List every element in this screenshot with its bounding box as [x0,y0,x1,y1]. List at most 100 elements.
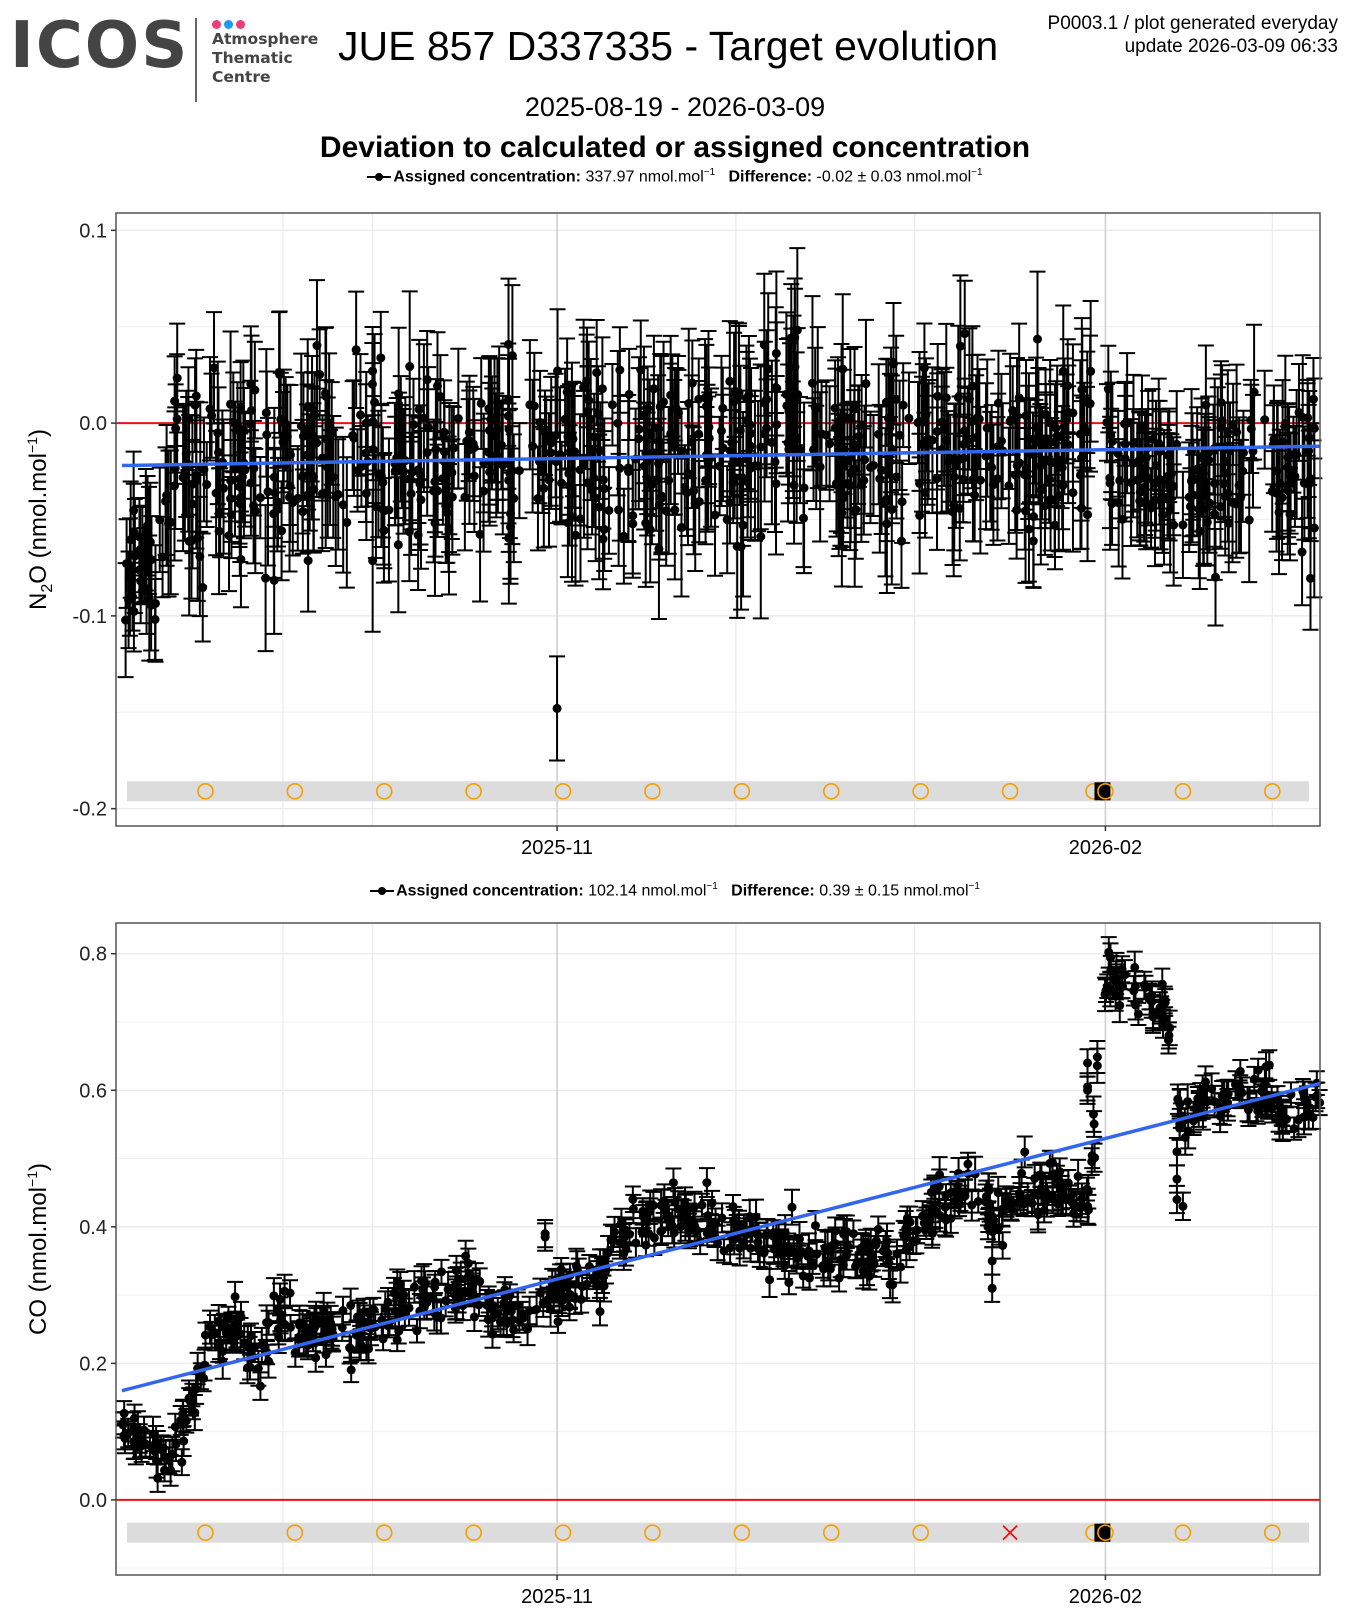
data-point [964,354,981,490]
point-marker [981,451,991,461]
data-point [983,404,1000,531]
data-point [272,371,289,468]
point-marker [891,472,901,482]
data-point [586,392,603,481]
point-marker [970,490,980,500]
point-marker [533,493,543,503]
point-marker [485,467,495,477]
point-marker [1238,466,1248,476]
legend-difference-label: Difference: [731,882,815,900]
point-marker [1012,411,1022,421]
point-marker [1267,486,1277,496]
data-point [644,388,661,518]
point-marker [430,518,440,528]
data-point [756,365,773,503]
point-marker [177,1457,187,1467]
point-marker [917,439,927,449]
point-marker [1168,481,1178,491]
point-marker [1148,434,1158,444]
point-marker [285,1288,295,1298]
data-point [364,325,381,417]
event-marker-circle [1174,783,1192,800]
trend-line [121,444,1321,468]
data-point [178,389,195,519]
point-marker [503,411,513,421]
point-marker [793,390,803,400]
point-marker [1114,498,1124,508]
data-point [1078,385,1095,478]
data-point [831,419,848,550]
point-marker [1172,439,1182,449]
data-point [666,439,683,581]
data-point [232,1300,249,1333]
point-marker [293,493,303,503]
point-marker [230,1292,240,1302]
data-point [1301,390,1318,486]
point-marker [413,530,423,540]
point-marker [734,388,744,398]
data-point [258,348,275,478]
point-marker [405,474,415,484]
point-marker [623,467,633,477]
point-marker [1115,475,1125,485]
point-marker [552,703,562,713]
point-marker [1217,416,1227,426]
point-marker [741,393,751,403]
point-marker [236,1312,246,1322]
point-marker [896,536,906,546]
data-point [1011,322,1028,474]
data-point [222,454,239,543]
point-marker [498,460,508,470]
legend-assigned-value: 102.14 nmol.mol [588,882,707,900]
point-marker [1063,381,1073,391]
point-errorbar-legend-icon [367,172,392,182]
data-point [1165,436,1182,537]
point-marker [1305,573,1315,583]
data-point [549,308,566,434]
data-point [173,1448,190,1477]
co-legend: Assigned concentration: 102.14 nmol.mol−… [0,881,1350,900]
point-marker [129,527,139,537]
point-marker [190,1408,200,1418]
data-point [818,379,835,491]
event-marker-circle [733,783,751,800]
point-marker [937,417,947,427]
point-marker [166,1465,176,1475]
data-point [403,431,420,556]
point-marker [214,526,224,536]
point-marker [834,480,844,490]
data-point [1256,369,1273,470]
point-marker [746,428,756,438]
data-point [796,401,813,575]
point-marker [1107,499,1117,509]
data-point [246,340,263,440]
point-marker [226,494,236,504]
point-marker [694,497,704,507]
point-marker [438,474,448,484]
data-point [116,1420,133,1451]
data-point [594,336,611,442]
point-marker [246,1331,256,1341]
point-marker [654,459,664,469]
data-point [317,1341,334,1368]
point-marker [1274,507,1284,517]
point-marker [949,500,959,510]
data-point [662,334,679,456]
point-errorbar-legend-icon [370,886,395,896]
point-marker [135,1440,145,1450]
point-marker [370,397,380,407]
date-range: 2025-08-19 - 2026-03-09 [524,92,826,122]
point-marker [404,527,414,537]
point-marker [453,414,463,424]
point-marker [728,478,738,488]
data-point [257,504,274,653]
data-point [191,495,208,618]
point-marker [406,489,416,499]
point-marker [756,532,766,542]
point-marker [655,402,665,412]
point-marker [1024,524,1034,534]
point-marker [414,405,424,415]
point-marker [475,529,485,539]
data-point [186,1394,203,1432]
point-marker [607,400,617,410]
